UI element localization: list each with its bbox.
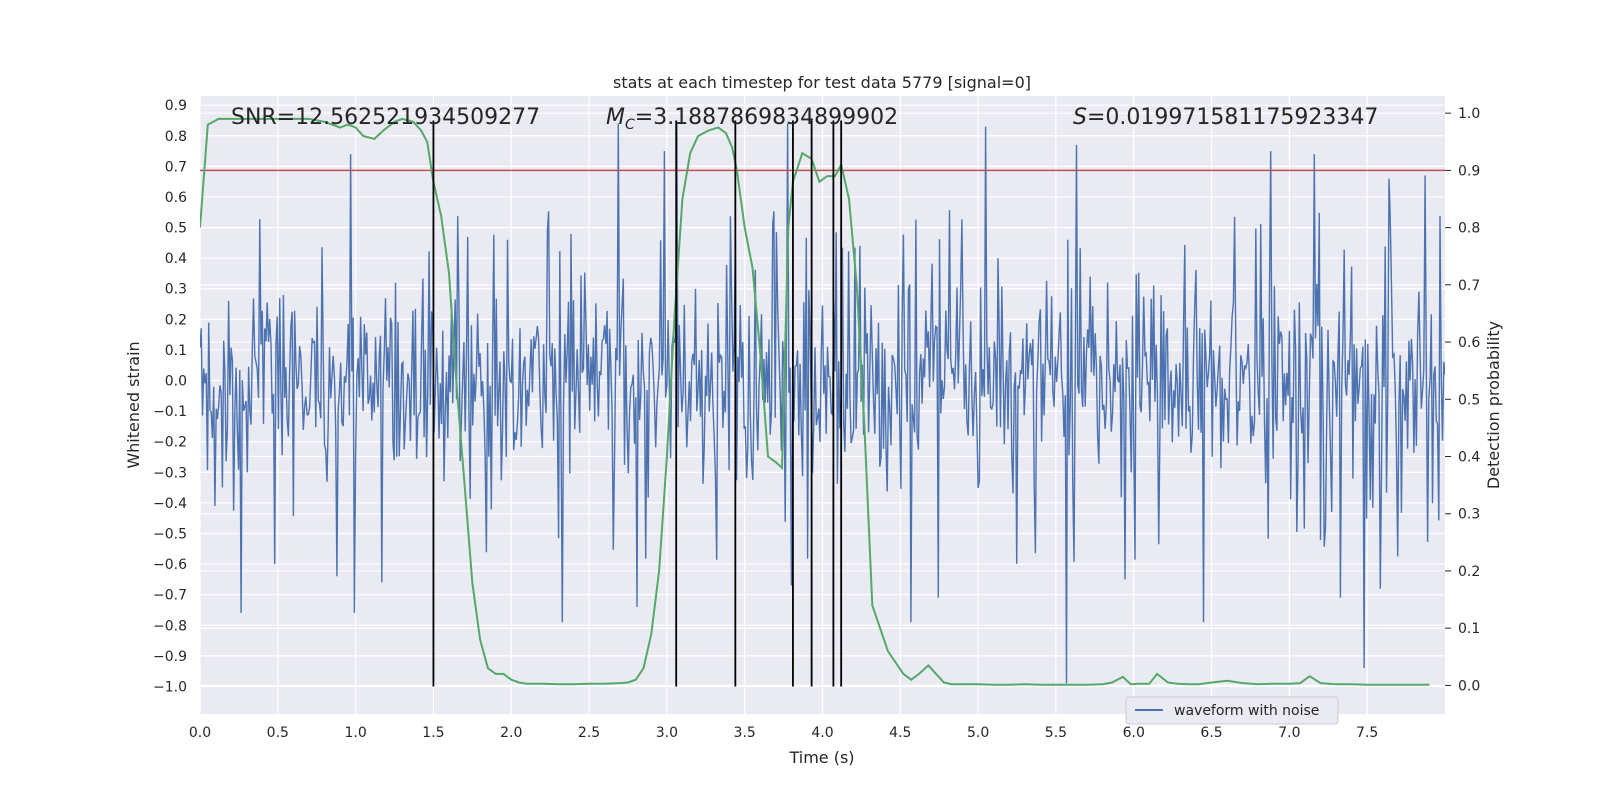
x-tick-label: 5.5 — [1045, 725, 1067, 741]
x-tick-label: 1.5 — [422, 725, 444, 741]
x-axis-ticks: 0.0 0.5 1.0 1.5 2.0 2.5 3.0 3.5 4.0 4.5 5.0 5.5 6.0 6… — [189, 725, 1378, 741]
x-tick-label: 4.5 — [889, 725, 911, 741]
x-tick-label: 3.0 — [656, 725, 678, 741]
left-y-tick-label: −0.7 — [153, 588, 187, 604]
left-y-tick-label: 0.7 — [165, 159, 187, 175]
left-y-tick-label: −0.6 — [153, 557, 187, 573]
chart-title: stats at each timestep for test data 577… — [613, 73, 1031, 92]
x-tick-label: 4.0 — [811, 725, 833, 741]
x-tick-label: 7.0 — [1278, 725, 1300, 741]
x-tick-label: 0.5 — [267, 725, 289, 741]
right-y-tick-label: 0.2 — [1458, 564, 1480, 580]
right-y-tick-label: 0.4 — [1458, 450, 1480, 466]
right-y-tick-label: 0.9 — [1458, 163, 1480, 179]
left-y-tick-label: −1.0 — [153, 679, 187, 695]
strain-line — [200, 123, 1445, 684]
mc-symbol: M — [606, 105, 625, 130]
x-tick-label: 6.0 — [1123, 725, 1145, 741]
legend-box — [1125, 696, 1339, 725]
mc-annotation: MC=3.1887869834899902 — [606, 105, 898, 133]
right-y-tick-label: 0.8 — [1458, 221, 1480, 237]
left-y-tick-label: 0.1 — [165, 343, 187, 359]
left-y-tick-label: 0.5 — [165, 221, 187, 237]
left-y-tick-label: 0.2 — [165, 312, 187, 328]
right-y-tick-label: 0.5 — [1458, 392, 1480, 408]
left-y-tick-label: 0.4 — [165, 251, 187, 267]
right-y-tick-label: 0.0 — [1458, 678, 1480, 694]
right-y-tick-label: 1.0 — [1458, 106, 1480, 122]
left-y-tick-label: −0.3 — [153, 465, 187, 481]
legend: waveform with noise — [1125, 696, 1339, 725]
left-y-tick-label: −0.1 — [153, 404, 187, 420]
left-y-tick-label: −0.2 — [153, 435, 187, 451]
left-y-tick-label: 0.8 — [165, 129, 187, 145]
s-symbol: S — [1073, 105, 1087, 130]
left-y-tick-label: −0.5 — [153, 526, 187, 542]
x-axis-label: Time (s) — [788, 748, 854, 767]
left-y-tick-label: 0.0 — [165, 374, 187, 390]
right-y-tick-label: 0.6 — [1458, 335, 1480, 351]
x-tick-label: 2.0 — [500, 725, 522, 741]
left-y-tick-label: 0.9 — [165, 98, 187, 114]
right-y-tick-label: 0.1 — [1458, 621, 1480, 637]
left-y-tick-label: 0.6 — [165, 190, 187, 206]
right-y-axis-ticks: 1.0 0.9 0.8 0.7 0.6 0.5 0.4 0.3 0.2 0.1 0.0 — [1445, 106, 1480, 694]
left-y-tick-label: −0.4 — [153, 496, 187, 512]
left-y-tick-label: −0.9 — [153, 649, 187, 665]
x-tick-label: 6.5 — [1200, 725, 1222, 741]
left-y-tick-label: −0.8 — [153, 618, 187, 634]
s-value: =0.019971581175923347 — [1087, 105, 1378, 130]
left-y-axis-label: Whitened strain — [124, 341, 143, 468]
x-tick-label: 2.5 — [578, 725, 600, 741]
right-y-axis-label: Detection probability — [1484, 321, 1503, 489]
s-annotation: S=0.019971581175923347 — [1073, 105, 1378, 130]
right-y-tick-label: 0.3 — [1458, 507, 1480, 523]
x-tick-label: 1.0 — [344, 725, 366, 741]
x-tick-label: 0.0 — [189, 725, 211, 741]
mc-subscript: C — [625, 117, 635, 133]
probability-series — [200, 117, 1430, 686]
mc-value: =3.1887869834899902 — [635, 105, 898, 130]
x-tick-label: 3.5 — [734, 725, 756, 741]
right-y-tick-label: 0.7 — [1458, 278, 1480, 294]
vertical-lines — [432, 120, 843, 687]
left-y-axis-ticks: 0.9 0.8 0.7 0.6 0.5 0.4 0.3 0.2 0.1 0.0 −0.1 −0.2 −0… — [153, 98, 187, 695]
legend-label: waveform with noise — [1174, 703, 1319, 719]
x-tick-label: 7.5 — [1356, 725, 1378, 741]
snr-annotation: SNR=12.562521934509277 — [231, 105, 540, 130]
probability-line — [200, 117, 1430, 686]
grid-lines — [199, 96, 1445, 714]
strain-series — [200, 123, 1445, 684]
left-y-tick-label: 0.3 — [165, 282, 187, 298]
x-tick-label: 5.0 — [967, 725, 989, 741]
